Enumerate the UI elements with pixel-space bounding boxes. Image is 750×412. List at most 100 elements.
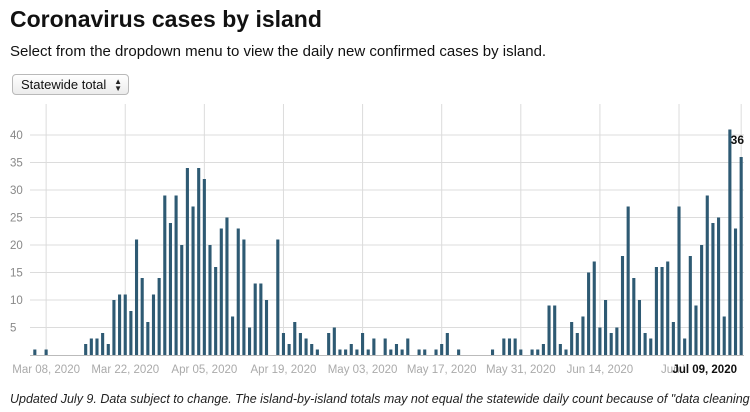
- y-tick-label: 30: [10, 185, 23, 197]
- y-tick-label: 15: [10, 268, 23, 280]
- bar: [733, 228, 738, 355]
- bar: [344, 349, 348, 355]
- bar: [185, 168, 189, 355]
- bar: [123, 294, 127, 355]
- bar: [705, 195, 709, 355]
- bar: [445, 333, 449, 355]
- up-down-chevron-icon: ▲ ▼: [114, 77, 122, 93]
- bar: [660, 267, 664, 355]
- bar: [140, 278, 144, 355]
- bar: [507, 338, 512, 355]
- bar: [626, 206, 630, 355]
- bar: [502, 338, 506, 355]
- bar: [84, 344, 88, 355]
- highlight-value-label: 36: [731, 133, 745, 147]
- island-dropdown[interactable]: Statewide total ▲ ▼: [12, 74, 129, 95]
- bar: [587, 272, 591, 355]
- bar: [89, 338, 93, 355]
- bar: [434, 349, 438, 355]
- bar: [547, 305, 551, 355]
- x-tick-label-highlight: Jul 09, 2020: [672, 364, 737, 376]
- bar: [717, 217, 721, 355]
- bar: [338, 349, 342, 355]
- y-tick-label: 35: [10, 158, 23, 170]
- y-tick-label: 40: [10, 130, 23, 142]
- bar: [620, 256, 625, 355]
- bar: [112, 300, 116, 355]
- bar: [694, 305, 698, 355]
- bar: [276, 239, 280, 355]
- bar: [400, 349, 404, 355]
- bar: [649, 338, 653, 355]
- bar: [372, 338, 376, 355]
- bar: [541, 344, 545, 355]
- bar: [118, 294, 122, 355]
- bar: [615, 327, 619, 355]
- bar: [349, 344, 353, 355]
- bar: [536, 349, 540, 355]
- bar: [683, 338, 687, 355]
- bar: [163, 195, 167, 355]
- y-tick-label: 20: [10, 240, 23, 252]
- bar: [33, 349, 37, 355]
- bar: [129, 311, 133, 355]
- bar: [355, 349, 359, 355]
- bar: [197, 168, 201, 355]
- bar: [513, 338, 517, 355]
- bar: [366, 349, 370, 355]
- bar: [151, 294, 156, 355]
- bar: [389, 349, 393, 355]
- bar: [95, 338, 99, 355]
- x-tick-label: Apr 05, 2020: [171, 364, 237, 376]
- x-tick-label: May 03, 2020: [328, 364, 398, 376]
- bar: [315, 349, 319, 355]
- bar: [327, 333, 331, 355]
- bar: [248, 327, 252, 355]
- bar: [739, 157, 743, 355]
- bar: [440, 344, 444, 355]
- x-tick-label: Mar 08, 2020: [12, 364, 80, 376]
- bar: [236, 228, 240, 355]
- bar: [598, 327, 602, 355]
- bar: [457, 349, 461, 355]
- island-dropdown-value: Statewide total: [21, 77, 107, 92]
- bar: [264, 300, 269, 355]
- bar: [134, 239, 139, 355]
- bar: [553, 305, 557, 355]
- y-tick-label: 5: [10, 323, 16, 335]
- bar: [581, 316, 585, 355]
- bar: [519, 349, 523, 355]
- bar: [281, 333, 286, 355]
- bar: [609, 333, 613, 355]
- x-tick-label: Jun ': [661, 364, 685, 376]
- bar: [361, 333, 365, 355]
- x-tick-label: Apr 19, 2020: [251, 364, 317, 376]
- x-tick-label: Jun 14, 2020: [567, 364, 634, 376]
- bar: [225, 217, 229, 355]
- bar: [101, 333, 105, 355]
- bar: [293, 322, 297, 355]
- bar: [575, 333, 579, 355]
- x-tick-label: May 31, 2020: [486, 364, 556, 376]
- chart-title: Coronavirus cases by island: [10, 6, 322, 32]
- bar: [287, 344, 291, 355]
- bar: [490, 349, 495, 355]
- bar: [298, 333, 302, 355]
- bar: [219, 228, 223, 355]
- bar: [259, 283, 263, 355]
- bar: [604, 300, 608, 355]
- bar: [191, 206, 195, 355]
- bar: [564, 349, 568, 355]
- bar: [214, 267, 218, 355]
- bar: [530, 349, 534, 355]
- bar: [146, 322, 150, 355]
- bar: [157, 278, 161, 355]
- bar: [44, 349, 48, 355]
- bar: [208, 245, 212, 355]
- y-tick-label: 10: [10, 295, 23, 307]
- bar: [666, 261, 670, 355]
- bar: [728, 129, 732, 355]
- bar: [677, 206, 681, 355]
- bar: [654, 267, 658, 355]
